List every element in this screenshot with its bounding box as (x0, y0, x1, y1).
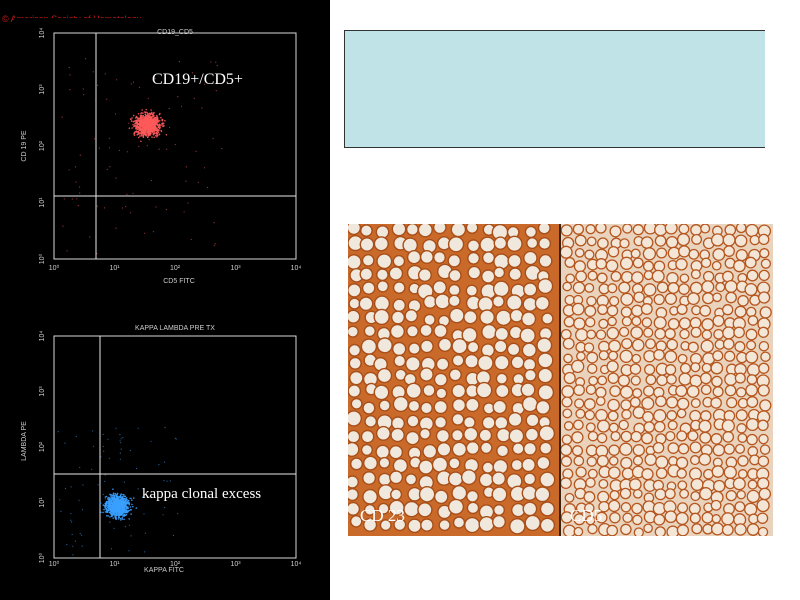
plot-2-title: KAPPA LAMBDA PRE TX (135, 325, 215, 332)
cd5-label: CD5 (570, 506, 603, 525)
svg-text:10³: 10³ (230, 265, 241, 272)
plot-2-event-dots (57, 427, 179, 556)
svg-text:10⁰: 10⁰ (38, 553, 46, 564)
svg-text:10⁴: 10⁴ (39, 28, 46, 39)
histology-image: CD 23 CD5 (348, 224, 773, 536)
svg-text:10¹: 10¹ (109, 265, 120, 272)
plot-2-frame (53, 335, 297, 559)
svg-text:10²: 10² (170, 265, 181, 272)
stained-cells (348, 224, 772, 536)
svg-text:10¹: 10¹ (39, 197, 46, 208)
plot-1-y-axis-label: CD 19 PE (21, 130, 28, 161)
svg-text:10³: 10³ (39, 84, 46, 95)
svg-text:10²: 10² (39, 441, 46, 452)
plot-2-annotation: kappa clonal excess (142, 486, 261, 502)
plot-1-x-axis-label: CD5 FITC (163, 278, 195, 285)
scatter-plot-1-canvas: CD19_CD5 CD19+/CD5+ CD5 FITC CD 19 PE 10… (21, 28, 301, 285)
svg-text:10³: 10³ (39, 386, 46, 397)
plot-1-annotation: CD19+/CD5+ (152, 71, 243, 88)
svg-text:10²: 10² (170, 561, 181, 568)
svg-text:10¹: 10¹ (39, 497, 46, 508)
svg-text:10⁴: 10⁴ (291, 561, 302, 568)
scatter-plot-cd19-cd5: CD19_CD5 CD19+/CD5+ CD5 FITC CD 19 PE 10… (14, 18, 302, 293)
svg-text:10³: 10³ (230, 561, 241, 568)
cd23-label: CD 23 (360, 506, 405, 525)
plot-1-frame (53, 32, 297, 260)
scatter-plot-kappa-lambda: KAPPA LAMBDA PRE TX kappa clonal excess … (14, 316, 302, 580)
info-box (344, 30, 765, 148)
histology-canvas (348, 224, 773, 536)
svg-text:10¹: 10¹ (109, 561, 120, 568)
svg-text:10⁰: 10⁰ (49, 264, 60, 272)
svg-text:10²: 10² (39, 140, 46, 151)
plot-1-title: CD19_CD5 (157, 29, 193, 36)
svg-text:10⁴: 10⁴ (291, 265, 302, 272)
plot-2-x-axis-label: KAPPA FITC (144, 567, 184, 574)
plot-2-y-axis-label: LAMBDA PE (21, 421, 28, 461)
svg-text:10⁰: 10⁰ (49, 560, 60, 568)
scatter-plot-2-canvas: KAPPA LAMBDA PRE TX kappa clonal excess … (21, 325, 301, 574)
plot-1-event-dots (61, 58, 223, 255)
svg-text:10⁴: 10⁴ (39, 331, 46, 342)
svg-text:10⁰: 10⁰ (38, 254, 46, 265)
